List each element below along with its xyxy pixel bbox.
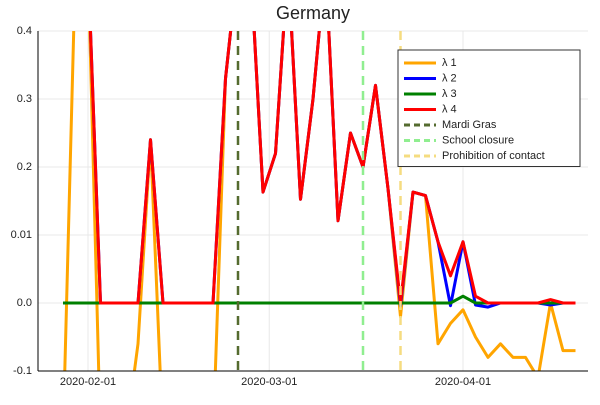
x-tick-label: 2020-04-01: [435, 376, 491, 388]
y-tick-label: -0.1: [13, 365, 32, 377]
x-tick-label: 2020-02-01: [60, 376, 116, 388]
y-tick-label: 0.3: [17, 93, 32, 105]
legend-label: λ 3: [442, 88, 457, 100]
legend-label: λ 1: [442, 57, 457, 69]
legend-label: Mardi Gras: [442, 119, 497, 131]
y-tick-label: 0.01: [11, 229, 32, 241]
legend-label: λ 2: [442, 72, 457, 84]
plot-area: [63, 31, 576, 371]
y-tick-label: 0.2: [17, 161, 32, 173]
legend-label: λ 4: [442, 103, 457, 115]
legend-label: School closure: [442, 134, 514, 146]
x-tick-label: 2020-03-01: [241, 376, 297, 388]
legend: λ 1 λ 2 λ 3 λ 4 Mardi Gras School closure Proh…: [397, 49, 581, 167]
y-tick-label: 0.4: [17, 25, 32, 37]
chart-title: Germany: [276, 3, 350, 23]
legend-label: Prohibition of contact: [442, 150, 545, 162]
y-tick-label: 0.0: [17, 297, 32, 309]
series-line: [88, 31, 576, 305]
